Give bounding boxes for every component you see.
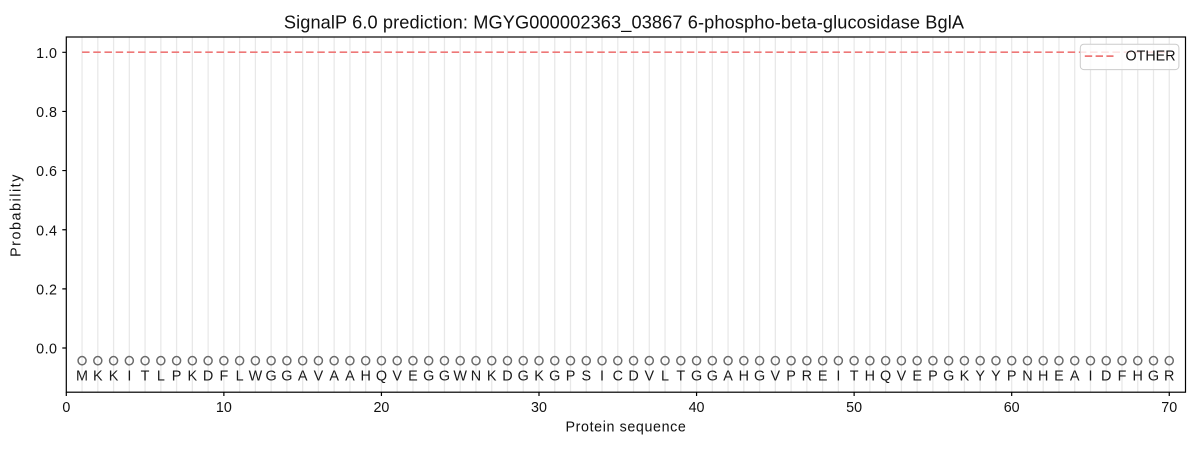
svg-text:E: E [912,369,922,385]
svg-text:Y: Y [975,369,985,385]
svg-text:P: P [172,369,182,385]
svg-text:K: K [109,369,119,385]
svg-text:0.0: 0.0 [36,342,57,358]
svg-text:Q: Q [376,369,387,385]
svg-text:D: D [1101,369,1111,385]
svg-text:Q: Q [880,369,891,385]
svg-text:H: H [1038,369,1048,385]
svg-text:C: C [613,369,623,385]
svg-text:0: 0 [62,400,70,416]
svg-text:A: A [329,369,339,385]
svg-text:T: T [141,369,150,385]
svg-text:Protein sequence: Protein sequence [566,420,687,436]
svg-text:R: R [802,369,812,385]
svg-text:L: L [236,369,244,385]
svg-text:A: A [723,369,733,385]
svg-text:50: 50 [846,400,862,416]
svg-text:T: T [676,369,685,385]
svg-text:V: V [771,369,781,385]
svg-text:N: N [471,369,481,385]
svg-text:E: E [1054,369,1064,385]
svg-text:A: A [298,369,308,385]
svg-text:OTHER: OTHER [1126,49,1176,65]
svg-text:I: I [600,369,604,385]
svg-text:I: I [127,369,131,385]
svg-text:F: F [219,369,228,385]
svg-text:H: H [360,369,370,385]
svg-text:K: K [188,369,198,385]
svg-text:G: G [439,369,450,385]
svg-text:W: W [453,369,467,385]
svg-text:H: H [865,369,875,385]
svg-text:A: A [1070,369,1080,385]
svg-text:G: G [549,369,560,385]
svg-text:0.2: 0.2 [36,282,57,298]
svg-text:M: M [76,369,88,385]
svg-text:I: I [836,369,840,385]
svg-text:G: G [1148,369,1159,385]
svg-text:G: G [266,369,277,385]
svg-text:D: D [502,369,512,385]
svg-text:E: E [818,369,828,385]
svg-text:K: K [534,369,544,385]
svg-text:D: D [203,369,213,385]
svg-text:P: P [786,369,796,385]
svg-text:E: E [408,369,418,385]
svg-text:V: V [392,369,402,385]
svg-text:L: L [661,369,669,385]
svg-text:G: G [423,369,434,385]
svg-text:F: F [1118,369,1127,385]
svg-text:W: W [249,369,263,385]
svg-text:H: H [1133,369,1143,385]
svg-text:30: 30 [531,400,547,416]
svg-text:K: K [93,369,103,385]
svg-text:N: N [1022,369,1032,385]
svg-text:P: P [928,369,938,385]
svg-text:G: G [518,369,529,385]
svg-text:G: G [707,369,718,385]
svg-text:V: V [644,369,654,385]
svg-text:10: 10 [216,400,232,416]
svg-text:G: G [691,369,702,385]
svg-text:Probability: Probability [9,173,25,257]
svg-text:G: G [943,369,954,385]
svg-text:0.4: 0.4 [36,223,57,239]
svg-text:R: R [1164,369,1174,385]
svg-text:P: P [566,369,576,385]
svg-text:SignalP 6.0 prediction: MGYG00: SignalP 6.0 prediction: MGYG000002363_03… [284,12,965,33]
svg-text:A: A [345,369,355,385]
svg-text:Y: Y [991,369,1001,385]
svg-text:70: 70 [1161,400,1177,416]
svg-text:G: G [754,369,765,385]
svg-text:T: T [850,369,859,385]
svg-text:K: K [487,369,497,385]
svg-text:20: 20 [373,400,389,416]
svg-text:P: P [1007,369,1017,385]
svg-text:K: K [960,369,970,385]
svg-text:60: 60 [1004,400,1020,416]
svg-text:L: L [157,369,165,385]
svg-text:V: V [897,369,907,385]
svg-text:I: I [1088,369,1092,385]
svg-text:0.6: 0.6 [36,164,57,180]
svg-text:1.0: 1.0 [36,46,57,62]
svg-text:G: G [281,369,292,385]
svg-text:0.8: 0.8 [36,105,57,121]
svg-text:V: V [314,369,324,385]
svg-text:H: H [739,369,749,385]
svg-text:40: 40 [689,400,705,416]
svg-text:D: D [628,369,638,385]
svg-text:S: S [581,369,591,385]
